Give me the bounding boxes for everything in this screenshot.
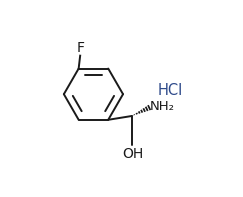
Text: F: F [76,41,84,55]
Text: OH: OH [122,147,143,161]
Text: NH₂: NH₂ [150,100,175,113]
Text: HCl: HCl [157,83,183,98]
